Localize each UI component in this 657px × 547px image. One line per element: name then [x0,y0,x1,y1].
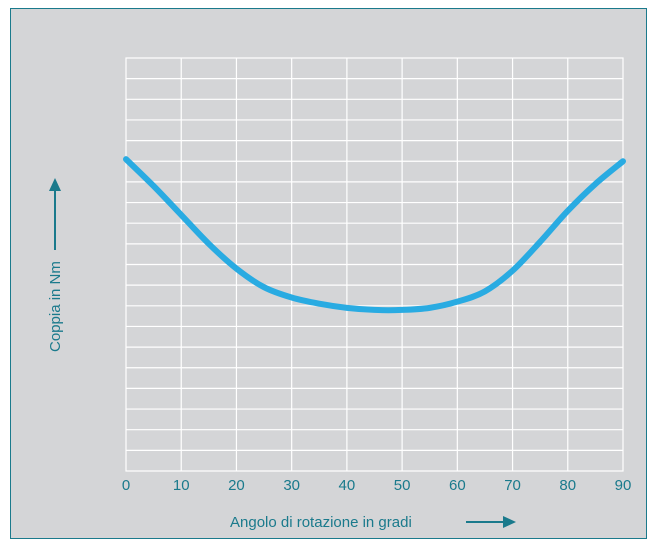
grid [125,57,624,472]
x-tick-labels: 0 10 20 30 40 50 60 70 80 90 [122,477,632,494]
torque-curve-line [123,156,626,314]
x-tick-label: 40 [339,477,356,494]
x-tick-label: 60 [449,477,466,494]
x-tick-label: 10 [173,477,190,494]
series-layer [123,156,626,314]
x-tick-label: 70 [504,477,521,494]
x-axis-label: Angolo di rotazione in gradi [230,514,412,531]
x-tick-label: 50 [394,477,411,494]
x-tick-label: 90 [615,477,632,494]
x-tick-label: 80 [559,477,576,494]
x-tick-label: 30 [283,477,300,494]
x-tick-label: 0 [122,477,130,494]
x-axis-arrow-icon [466,516,516,528]
x-tick-label: 20 [228,477,245,494]
y-axis-label: Coppia in Nm [47,261,64,352]
y-axis-arrow-icon [49,178,61,250]
